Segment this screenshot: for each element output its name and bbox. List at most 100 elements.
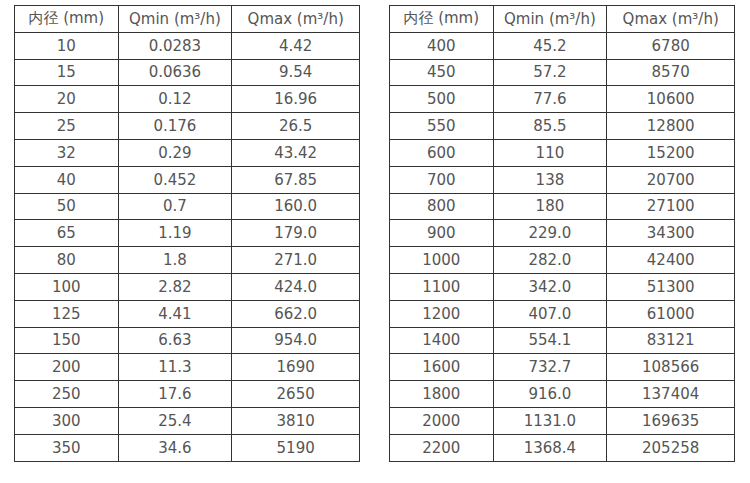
diameter-cell: 300 xyxy=(15,407,119,434)
qmin-cell: 554.1 xyxy=(493,327,607,354)
qmax-cell: 954.0 xyxy=(232,327,360,354)
diameter-cell: 1800 xyxy=(390,381,494,408)
table-row: 1100342.051300 xyxy=(390,273,735,300)
qmax-cell: 20700 xyxy=(607,166,735,193)
diameter-cell: 1100 xyxy=(390,273,494,300)
table-row: 70013820700 xyxy=(390,166,735,193)
diameter-cell: 600 xyxy=(390,139,494,166)
table-row: 801.8271.0 xyxy=(15,247,360,274)
qmax-cell: 3810 xyxy=(232,407,360,434)
qmin-cell: 34.6 xyxy=(118,434,232,461)
spec-tables-container: 内径 (mm)Qmin (m³/h)Qmax (m³/h) 100.02834.… xyxy=(0,0,750,467)
qmax-cell: 8570 xyxy=(607,59,735,86)
qmin-cell: 916.0 xyxy=(493,381,607,408)
qmax-cell: 10600 xyxy=(607,86,735,113)
qmax-cell: 43.42 xyxy=(232,139,360,166)
diameter-cell: 1400 xyxy=(390,327,494,354)
table-row: 200.1216.96 xyxy=(15,86,360,113)
table-row: 50077.610600 xyxy=(390,86,735,113)
qmin-cell: 0.176 xyxy=(118,113,232,140)
qmax-cell: 6780 xyxy=(607,32,735,59)
diameter-cell: 20 xyxy=(15,86,119,113)
qmin-cell: 11.3 xyxy=(118,354,232,381)
table-row: 1506.63954.0 xyxy=(15,327,360,354)
qmin-cell: 0.12 xyxy=(118,86,232,113)
qmin-cell: 1131.0 xyxy=(493,407,607,434)
diameter-header-cell: 内径 (mm) xyxy=(390,6,494,33)
qmin-cell: 732.7 xyxy=(493,354,607,381)
qmin-cell: 1.19 xyxy=(118,220,232,247)
diameter-cell: 350 xyxy=(15,434,119,461)
qmax-header-cell: Qmax (m³/h) xyxy=(607,6,735,33)
table-row: 150.06369.54 xyxy=(15,59,360,86)
table-body: 100.02834.42150.06369.54200.1216.96250.1… xyxy=(15,32,360,461)
diameter-cell: 15 xyxy=(15,59,119,86)
flow-spec-table-left: 内径 (mm)Qmin (m³/h)Qmax (m³/h) 100.02834.… xyxy=(14,5,360,462)
qmax-cell: 16.96 xyxy=(232,86,360,113)
table-row: 320.2943.42 xyxy=(15,139,360,166)
qmin-cell: 180 xyxy=(493,193,607,220)
qmin-cell: 17.6 xyxy=(118,381,232,408)
table-header: 内径 (mm)Qmin (m³/h)Qmax (m³/h) xyxy=(390,6,735,33)
qmax-cell: 205258 xyxy=(607,434,735,461)
qmax-cell: 137404 xyxy=(607,381,735,408)
diameter-cell: 250 xyxy=(15,381,119,408)
diameter-cell: 550 xyxy=(390,113,494,140)
diameter-cell: 25 xyxy=(15,113,119,140)
table-row: 80018027100 xyxy=(390,193,735,220)
table-row: 55085.512800 xyxy=(390,113,735,140)
table-header: 内径 (mm)Qmin (m³/h)Qmax (m³/h) xyxy=(15,6,360,33)
table-row: 1800916.0137404 xyxy=(390,381,735,408)
qmin-cell: 138 xyxy=(493,166,607,193)
qmin-cell: 2.82 xyxy=(118,273,232,300)
diameter-header-cell: 内径 (mm) xyxy=(15,6,119,33)
table-row: 35034.65190 xyxy=(15,434,360,461)
qmin-header-cell: Qmin (m³/h) xyxy=(118,6,232,33)
qmax-cell: 5190 xyxy=(232,434,360,461)
diameter-cell: 2200 xyxy=(390,434,494,461)
table-row: 250.17626.5 xyxy=(15,113,360,140)
table-row: 100.02834.42 xyxy=(15,32,360,59)
table-row: 1400554.183121 xyxy=(390,327,735,354)
table-row: 900229.034300 xyxy=(390,220,735,247)
qmin-cell: 0.0636 xyxy=(118,59,232,86)
table-row: 1200407.061000 xyxy=(390,300,735,327)
qmin-cell: 45.2 xyxy=(493,32,607,59)
qmax-cell: 424.0 xyxy=(232,273,360,300)
qmin-cell: 229.0 xyxy=(493,220,607,247)
qmin-cell: 0.7 xyxy=(118,193,232,220)
qmin-cell: 282.0 xyxy=(493,247,607,274)
table-row: 20011.31690 xyxy=(15,354,360,381)
table-row: 1000282.042400 xyxy=(390,247,735,274)
qmax-cell: 26.5 xyxy=(232,113,360,140)
table-row: 1600732.7108566 xyxy=(390,354,735,381)
qmax-cell: 662.0 xyxy=(232,300,360,327)
table-row: 500.7160.0 xyxy=(15,193,360,220)
diameter-cell: 400 xyxy=(390,32,494,59)
qmax-cell: 15200 xyxy=(607,139,735,166)
qmin-cell: 110 xyxy=(493,139,607,166)
qmax-cell: 4.42 xyxy=(232,32,360,59)
table-row: 22001368.4205258 xyxy=(390,434,735,461)
qmin-cell: 77.6 xyxy=(493,86,607,113)
qmin-cell: 4.41 xyxy=(118,300,232,327)
diameter-cell: 800 xyxy=(390,193,494,220)
qmin-cell: 0.29 xyxy=(118,139,232,166)
diameter-cell: 10 xyxy=(15,32,119,59)
qmax-cell: 61000 xyxy=(607,300,735,327)
qmax-header-cell: Qmax (m³/h) xyxy=(232,6,360,33)
flow-spec-table-right: 内径 (mm)Qmin (m³/h)Qmax (m³/h) 40045.2678… xyxy=(389,5,735,462)
diameter-cell: 900 xyxy=(390,220,494,247)
table-row: 30025.43810 xyxy=(15,407,360,434)
qmin-cell: 407.0 xyxy=(493,300,607,327)
table-body: 40045.2678045057.2857050077.61060055085.… xyxy=(390,32,735,461)
qmax-cell: 83121 xyxy=(607,327,735,354)
qmax-cell: 1690 xyxy=(232,354,360,381)
diameter-cell: 150 xyxy=(15,327,119,354)
diameter-cell: 500 xyxy=(390,86,494,113)
table-row: 20001131.0169635 xyxy=(390,407,735,434)
qmin-cell: 1368.4 xyxy=(493,434,607,461)
qmin-cell: 0.452 xyxy=(118,166,232,193)
qmin-cell: 6.63 xyxy=(118,327,232,354)
diameter-cell: 1600 xyxy=(390,354,494,381)
